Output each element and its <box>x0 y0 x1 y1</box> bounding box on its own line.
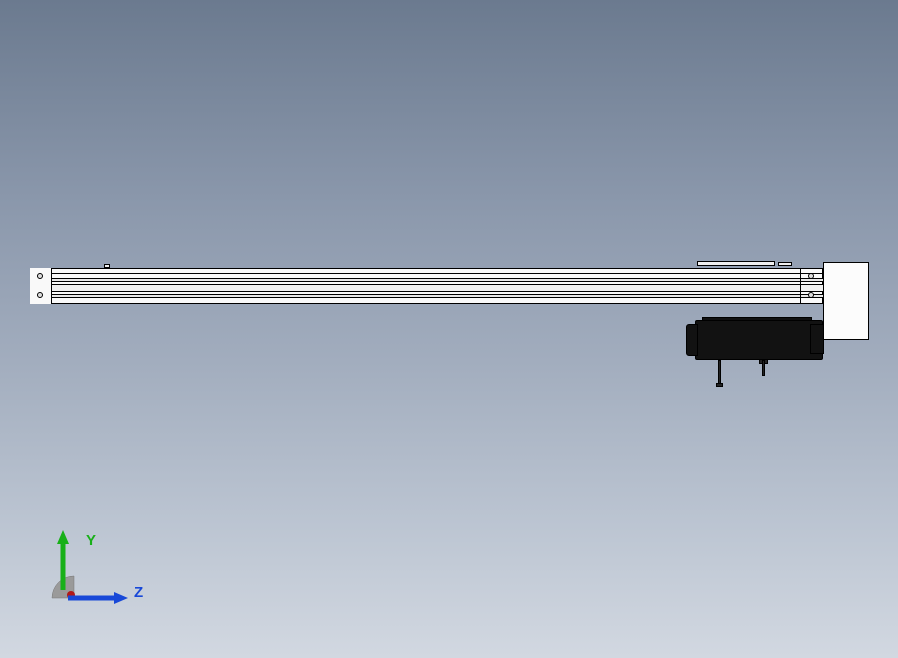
rail-mid-band <box>30 284 823 292</box>
endcap-screw <box>808 292 814 298</box>
carriage-tab-small <box>778 262 792 266</box>
endcap-screw <box>37 292 43 298</box>
carriage-tab <box>697 261 775 266</box>
rail-groove-lower <box>30 294 823 298</box>
motor-end-cap <box>686 324 698 356</box>
axis-z-label: Z <box>134 584 143 601</box>
linear-rail-assembly <box>30 264 870 394</box>
axis-y-arrow-icon <box>57 530 69 544</box>
endcap-screw <box>808 273 814 279</box>
axis-triad[interactable]: Y Z <box>36 528 146 628</box>
motor-coupling <box>810 324 824 354</box>
rail-top-edge <box>30 273 823 274</box>
motor-mount-block <box>823 262 869 340</box>
rail-groove-upper <box>30 278 823 282</box>
cad-viewport[interactable]: Y Z <box>0 0 898 658</box>
motor-shaft-a <box>718 360 721 384</box>
axis-y-label: Y <box>86 532 96 549</box>
motor-body <box>695 320 823 360</box>
motor-shaft-a-tip <box>716 383 723 387</box>
axis-z-arrow-icon <box>114 592 128 604</box>
motor-shaft-b <box>762 360 765 376</box>
rail-top-notch <box>104 264 110 268</box>
endcap-screw <box>37 273 43 279</box>
